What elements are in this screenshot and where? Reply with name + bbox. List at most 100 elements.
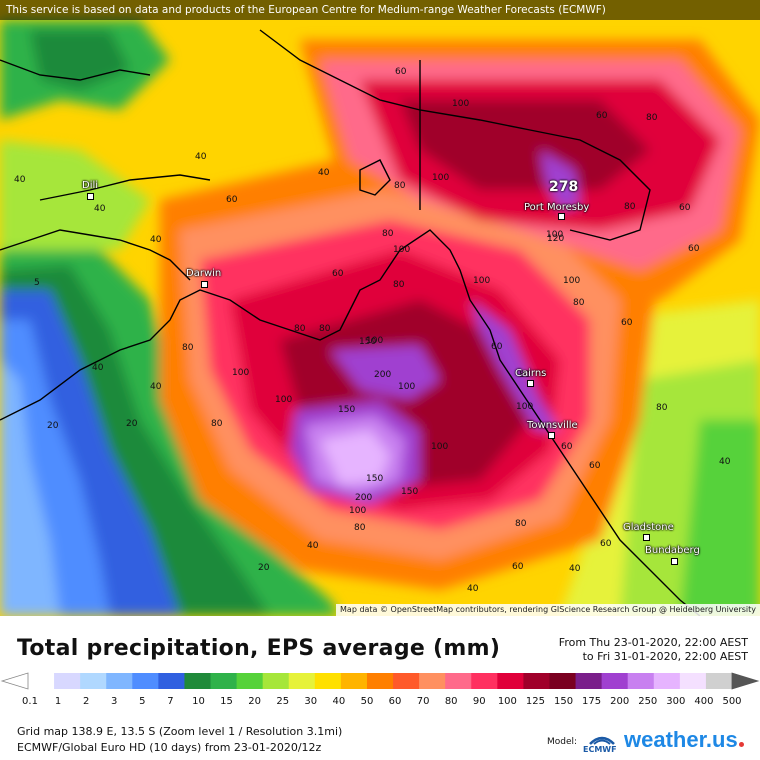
contour-label: 80 xyxy=(294,324,306,334)
legend-color-cell xyxy=(132,673,159,689)
contour-label: 40 xyxy=(467,584,479,594)
contour-label: 100 xyxy=(275,395,293,405)
city-marker-dili[interactable] xyxy=(87,193,94,200)
ecmwf-logo-text: ECMWF xyxy=(583,745,617,754)
contour-label: 40 xyxy=(94,204,106,214)
period-from: From Thu 23-01-2020, 22:00 AEST xyxy=(558,636,748,649)
contour-label: 60 xyxy=(512,562,524,572)
contour-label: 80 xyxy=(656,403,668,413)
contour-label: 60 xyxy=(679,203,691,213)
city-marker-townsville[interactable] xyxy=(548,432,555,439)
weather-us-logo[interactable]: weather.us xyxy=(624,727,738,752)
map-attribution[interactable]: Map data © OpenStreetMap contributors, r… xyxy=(336,604,760,616)
city-label-cairns: Cairns xyxy=(515,368,547,379)
contour-label: 100 xyxy=(431,442,449,452)
legend-color-cell xyxy=(575,673,603,689)
city-marker-gladstone[interactable] xyxy=(643,534,650,541)
ecmwf-notice-banner: This service is based on data and produc… xyxy=(0,0,760,20)
contour-label: 80 xyxy=(382,229,394,239)
contour-label: 40 xyxy=(92,363,104,373)
contour-label: 40 xyxy=(719,457,731,467)
legend-tick-label: 90 xyxy=(472,696,486,707)
legend-color-cell xyxy=(366,673,394,689)
contour-label: 100 xyxy=(452,99,470,109)
grid-info: Grid map 138.9 E, 13.5 S (Zoom level 1 /… xyxy=(17,725,343,738)
legend-tick-label: 1 xyxy=(54,696,62,707)
city-label-darwin: Darwin xyxy=(186,268,222,279)
contour-label: 80 xyxy=(394,181,406,191)
legend-color-cell xyxy=(184,673,212,689)
contour-label: 100 xyxy=(516,402,534,412)
legend-color-cell xyxy=(497,673,524,689)
ecmwf-logo-icon xyxy=(589,736,615,745)
contour-label: 200 xyxy=(355,493,373,503)
legend-color-cell xyxy=(445,673,472,689)
legend-color-cell xyxy=(236,673,264,689)
contour-label: 100 xyxy=(366,336,384,346)
legend-color-cell xyxy=(419,673,446,689)
legend-color-cell xyxy=(549,673,577,689)
legend-tick-label: 20 xyxy=(248,696,261,707)
legend-color-cell xyxy=(314,673,342,689)
legend-tick-label: 50 xyxy=(360,696,374,707)
city-label-dili: Dili xyxy=(82,180,99,191)
contour-label: 80 xyxy=(211,419,223,429)
city-marker-bundaberg[interactable] xyxy=(671,558,678,565)
contour-label: 150 xyxy=(359,337,377,347)
legend-tick-label: 2 xyxy=(82,696,90,707)
contour-label: 40 xyxy=(569,564,581,574)
legend-colorbar xyxy=(0,672,760,690)
contour-label: 60 xyxy=(491,342,503,352)
city-marker-port-moresby[interactable] xyxy=(558,213,565,220)
precipitation-map[interactable]: This service is based on data and produc… xyxy=(0,0,760,616)
contour-label: 40 xyxy=(14,175,26,185)
contour-label: 40 xyxy=(150,235,162,245)
precipitation-field xyxy=(0,20,760,616)
contour-label: 40 xyxy=(150,382,162,392)
legend-color-cell xyxy=(288,673,316,689)
city-marker-darwin[interactable] xyxy=(201,281,208,288)
legend-tick-label: 100 xyxy=(497,696,517,707)
contour-label: 80 xyxy=(519,370,531,380)
legend-arrow-right xyxy=(731,672,760,690)
contour-label: 80 xyxy=(393,280,405,290)
contour-label: 5 xyxy=(34,278,40,288)
contour-label: 40 xyxy=(195,152,207,162)
contour-label: 80 xyxy=(515,519,527,529)
contour-label: 60 xyxy=(226,195,238,205)
contour-label: 100 xyxy=(546,230,564,240)
contour-label: 60 xyxy=(395,67,407,77)
legend-color-cell xyxy=(653,673,681,689)
city-label-bundaberg: Bundaberg xyxy=(645,545,700,556)
city-label-gladstone: Gladstone xyxy=(623,522,674,533)
period-to: to Fri 31-01-2020, 22:00 AEST xyxy=(582,650,748,663)
legend-tick-label: 60 xyxy=(388,696,402,707)
map-title: Total precipitation, EPS average (mm) xyxy=(17,636,501,661)
legend-color-cell xyxy=(471,673,498,689)
legend-color-cell xyxy=(679,673,707,689)
legend-color-cell xyxy=(705,673,733,689)
legend-color-cell xyxy=(393,673,420,689)
contour-label: 60 xyxy=(596,111,608,121)
contour-label: 60 xyxy=(688,244,700,254)
contour-label: 60 xyxy=(561,442,573,452)
coastline xyxy=(0,29,701,616)
contour-label: 60 xyxy=(600,539,612,549)
legend-tick-label: 175 xyxy=(582,696,602,707)
model-info: ECMWF/Global Euro HD (10 days) from 23-0… xyxy=(17,741,322,754)
contour-label: 60 xyxy=(589,461,601,471)
legend-tick-label: 125 xyxy=(525,696,545,707)
city-marker-cairns[interactable] xyxy=(527,380,534,387)
legend-tick-label: 25 xyxy=(276,696,290,707)
legend-color-cell xyxy=(28,673,55,689)
legend-tick-label: 40 xyxy=(332,696,346,707)
contour-label: 80 xyxy=(354,523,366,533)
contour-label: 100 xyxy=(393,245,411,255)
city-label-townsville: Townsville xyxy=(527,420,578,431)
contour-label: 150 xyxy=(366,474,384,484)
legend-color-cell xyxy=(262,673,290,689)
contour-label: 150 xyxy=(338,405,356,415)
contour-label: 150 xyxy=(401,487,419,497)
model-label: Model: xyxy=(547,737,578,747)
legend-color-cell xyxy=(106,673,133,689)
